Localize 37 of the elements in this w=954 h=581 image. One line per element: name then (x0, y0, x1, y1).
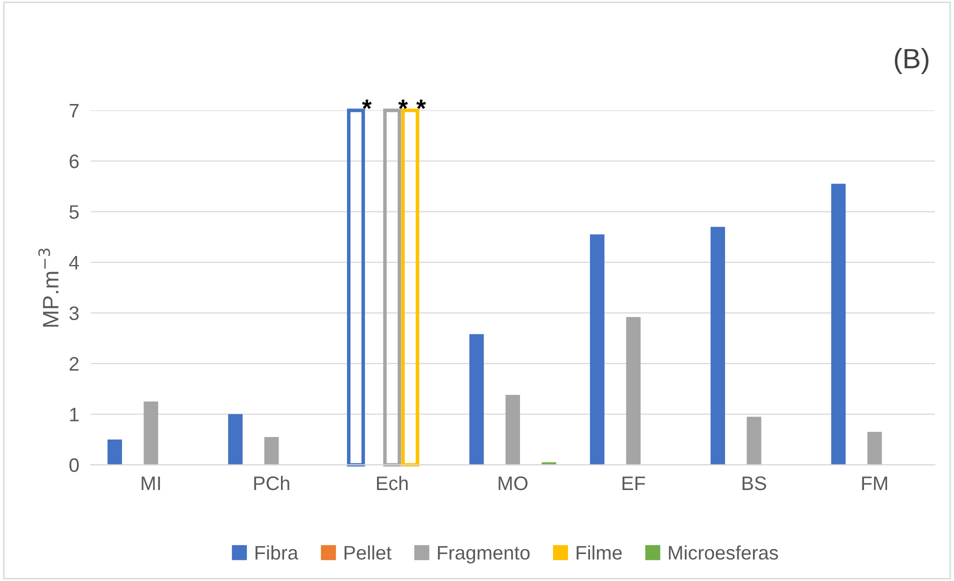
bar (710, 226, 726, 465)
x-tick-label: BS (742, 476, 766, 490)
legend-label: Microesferas (668, 545, 778, 560)
bar (108, 439, 122, 465)
bar (264, 436, 279, 465)
legend-label: Fibra (256, 545, 298, 560)
bar (506, 394, 520, 465)
legend-label: Pellet (344, 545, 392, 560)
annotation: * (398, 100, 408, 109)
bar (469, 334, 484, 465)
bar (867, 432, 882, 465)
x-tick-label: PCh (254, 476, 290, 490)
y-tick-label: 1 (70, 408, 79, 422)
x-tick-label: Ech (377, 476, 408, 490)
text: (B) (894, 48, 928, 74)
y-tick-label: 5 (69, 205, 79, 219)
annotation: * (362, 100, 372, 109)
y-tick-label: 3 (69, 306, 79, 320)
bar (228, 414, 243, 465)
legend-label: Fragmento (438, 546, 530, 564)
y-tick-label: 4 (69, 256, 79, 270)
bar (746, 416, 762, 465)
y-tick-label: 6 (70, 154, 79, 168)
annotation: * (416, 100, 426, 109)
bar (626, 316, 641, 465)
x-tick-label: EF (622, 476, 646, 490)
y-tick-label: 7 (70, 104, 79, 118)
legend-label: Filme (576, 545, 622, 560)
bar (590, 234, 604, 465)
y-axis-title: MP.m$^{−3}$ (38, 248, 58, 327)
y-tick-label: 2 (70, 357, 79, 371)
x-tick-label: MO (498, 476, 528, 490)
x-tick-label: MI (142, 476, 160, 490)
bar (831, 184, 846, 465)
y-tick-label: 0 (69, 458, 79, 472)
x-tick-label: FM (862, 476, 888, 490)
bar (144, 402, 158, 465)
